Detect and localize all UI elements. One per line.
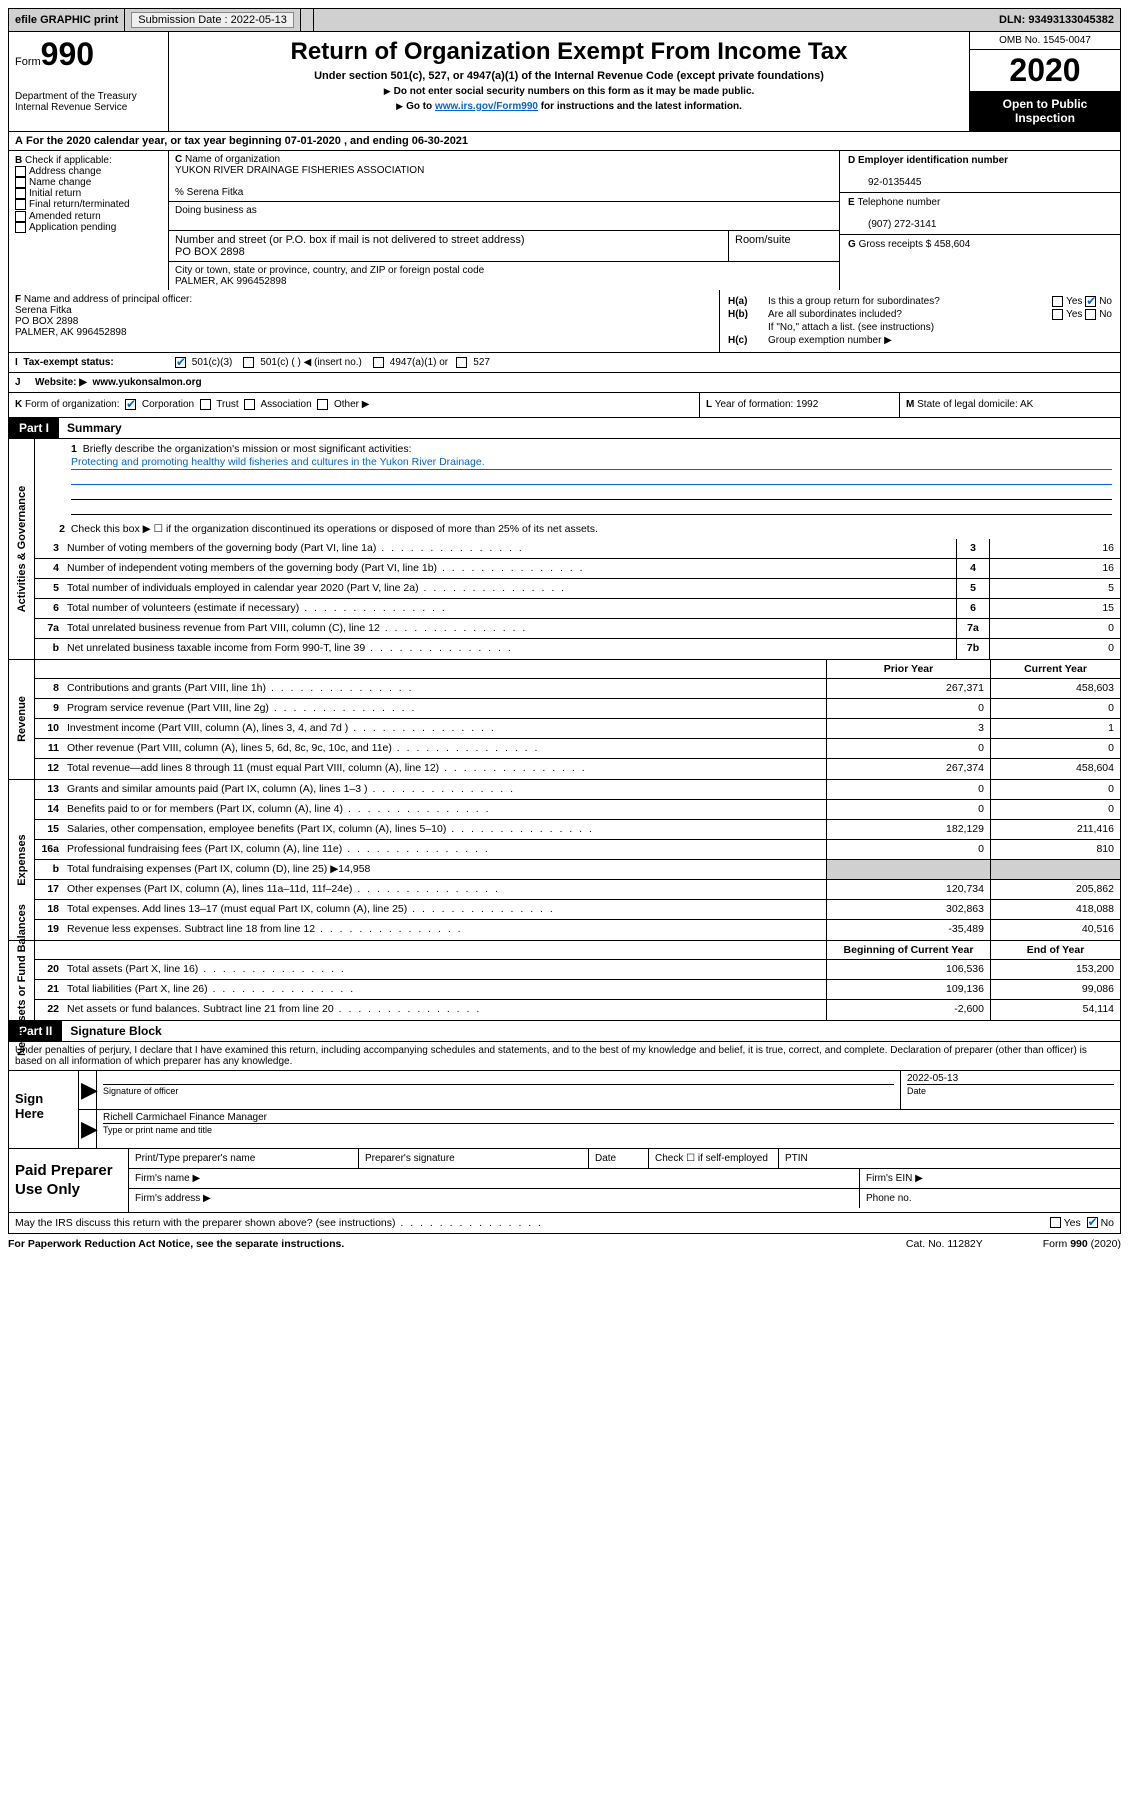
box-d-ein: D Employer identification number 92-0135… <box>840 151 1120 193</box>
box-h: H(a)Is this a group return for subordina… <box>720 290 1120 352</box>
box-f: F Name and address of principal officer:… <box>9 290 720 352</box>
line-b: b Net unrelated business taxable income … <box>35 639 1120 659</box>
line-8: 8 Contributions and grants (Part VIII, l… <box>35 679 1120 699</box>
part1-header: Part I <box>9 418 59 438</box>
line-15: 15 Salaries, other compensation, employe… <box>35 820 1120 840</box>
box-g-receipts: G Gross receipts $ 458,604 <box>840 235 1120 254</box>
side-revenue: Revenue <box>9 660 35 779</box>
form-title: Return of Organization Exempt From Incom… <box>175 38 963 66</box>
line-a: A For the 2020 calendar year, or tax yea… <box>8 132 1121 151</box>
box-c: C Name of organization YUKON RIVER DRAIN… <box>169 151 840 290</box>
line-22: 22 Net assets or fund balances. Subtract… <box>35 1000 1120 1020</box>
line-5: 5 Total number of individuals employed i… <box>35 579 1120 599</box>
line-20: 20 Total assets (Part X, line 16) 106,53… <box>35 960 1120 980</box>
side-netassets: Net Assets or Fund Balances <box>9 941 35 1020</box>
line-9: 9 Program service revenue (Part VIII, li… <box>35 699 1120 719</box>
line-6: 6 Total number of volunteers (estimate i… <box>35 599 1120 619</box>
perjury-statement: Under penalties of perjury, I declare th… <box>8 1042 1121 1071</box>
topbar: efile GRAPHIC print Submission Date : 20… <box>8 8 1121 32</box>
footer: For Paperwork Reduction Act Notice, see … <box>8 1234 1121 1254</box>
form-header: Form990 Department of the Treasury Inter… <box>8 32 1121 132</box>
box-j-website: J Website: ▶ www.yukonsalmon.org <box>8 373 1121 393</box>
line-17: 17 Other expenses (Part IX, column (A), … <box>35 880 1120 900</box>
line-3: 3 Number of voting members of the govern… <box>35 539 1120 559</box>
line-16a: 16a Professional fundraising fees (Part … <box>35 840 1120 860</box>
efile-label: efile GRAPHIC print <box>9 9 125 31</box>
box-k: K Form of organization: Corporation Trus… <box>9 393 700 416</box>
line-14: 14 Benefits paid to or for members (Part… <box>35 800 1120 820</box>
line-10: 10 Investment income (Part VIII, column … <box>35 719 1120 739</box>
box-i: I Tax-exempt status: 501(c)(3) 501(c) ( … <box>8 353 1121 373</box>
line-12: 12 Total revenue—add lines 8 through 11 … <box>35 759 1120 779</box>
discuss-row: May the IRS discuss this return with the… <box>8 1213 1121 1234</box>
box-l: L Year of formation: 1992 <box>700 393 900 416</box>
line-7a: 7a Total unrelated business revenue from… <box>35 619 1120 639</box>
dln: DLN: 93493133045382 <box>993 9 1120 31</box>
side-activities: Activities & Governance <box>9 439 35 659</box>
line-18: 18 Total expenses. Add lines 13–17 (must… <box>35 900 1120 920</box>
box-b: B Check if applicable: Address change Na… <box>9 151 169 290</box>
box-e-phone: E Telephone number (907) 272-3141 <box>840 193 1120 235</box>
tax-year: 2020 <box>970 50 1120 91</box>
submission-date: Submission Date : 2022-05-13 <box>125 9 301 31</box>
line-b: b Total fundraising expenses (Part IX, c… <box>35 860 1120 880</box>
paid-preparer-label: Paid Preparer Use Only <box>9 1149 129 1212</box>
box-m: M State of legal domicile: AK <box>900 393 1120 416</box>
line-4: 4 Number of independent voting members o… <box>35 559 1120 579</box>
line-11: 11 Other revenue (Part VIII, column (A),… <box>35 739 1120 759</box>
sign-here-label: Sign Here <box>9 1071 79 1148</box>
line-13: 13 Grants and similar amounts paid (Part… <box>35 780 1120 800</box>
line-19: 19 Revenue less expenses. Subtract line … <box>35 920 1120 940</box>
line-21: 21 Total liabilities (Part X, line 26) 1… <box>35 980 1120 1000</box>
